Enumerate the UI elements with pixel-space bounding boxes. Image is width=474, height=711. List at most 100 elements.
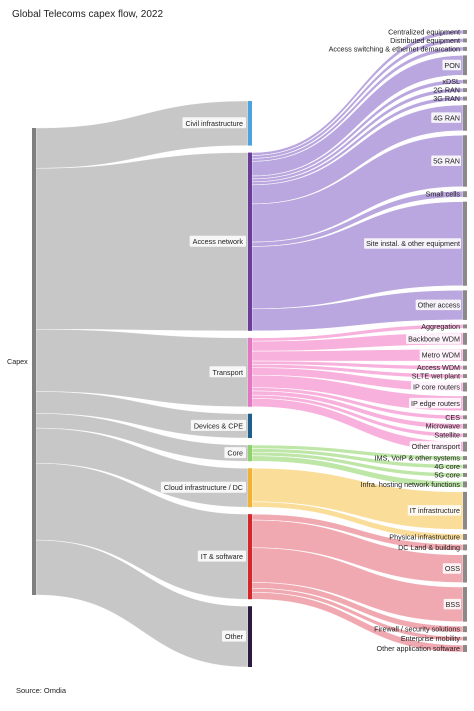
label-aggregation: Aggregation <box>421 322 460 331</box>
node-access-switching-ethernet-demarcation <box>463 46 467 51</box>
label-bg-devices-cpe <box>190 419 246 431</box>
node-dc-land-building <box>463 544 467 551</box>
label-bg-pon <box>442 59 461 71</box>
node-4g-core <box>463 464 467 469</box>
node-it-software <box>248 514 252 600</box>
link-transport-aggregation <box>251 324 464 342</box>
node-access-network <box>248 152 252 331</box>
label-bg-other <box>222 630 246 642</box>
label-oss: OSS <box>445 564 460 573</box>
node-oss <box>463 554 467 583</box>
label-bg-5g-ran <box>431 155 461 166</box>
label-capex: Capex <box>7 357 28 366</box>
label-bg-site-instal-other-equipment <box>364 238 461 249</box>
label-bg-4g-ran <box>431 112 461 123</box>
link-core-ims-voip-other-systems <box>251 444 464 461</box>
label-civil-infrastructure: Civil infrastructure <box>185 119 243 128</box>
label-bg-ip-core-routers <box>410 381 461 393</box>
label-bg-civil-infrastructure <box>182 117 246 129</box>
label-bg-bss <box>443 598 461 610</box>
node-5g-ran <box>463 135 467 187</box>
node-core <box>248 445 252 462</box>
label-bg-oss <box>442 563 461 574</box>
label-cloud-infrastructure-dc: Cloud infrastructure / DC <box>164 483 243 492</box>
link-capex-transport <box>35 329 249 407</box>
link-transport-satellite <box>251 394 464 438</box>
label-small-cells: Small cells <box>426 190 461 199</box>
label-transport: Transport <box>213 368 244 377</box>
label-2g-ran: 2G RAN <box>433 86 460 95</box>
label-other: Other <box>225 632 244 641</box>
label-core: Core <box>227 449 243 458</box>
link-core-5g-core <box>251 451 464 478</box>
label-slte-wet-plant: SLTE wet plant <box>412 372 460 381</box>
label-xdsl: xDSL <box>442 77 460 86</box>
label-access-network: Access network <box>193 237 244 246</box>
node-centralized-equipment <box>463 30 467 34</box>
link-it-software-oss <box>251 519 464 583</box>
node-distributed-equipment <box>463 38 467 43</box>
link-it-software-dc-land-building <box>251 513 464 551</box>
node-aggregation <box>463 324 467 329</box>
label-metro-wdm: Metro WDM <box>422 351 460 360</box>
node-pon <box>463 55 467 76</box>
node-xdsl <box>463 79 467 84</box>
link-transport-microwave <box>251 390 464 429</box>
node-capex <box>32 128 36 595</box>
node-other-application-software <box>463 645 467 652</box>
label-enterprise-mobility: Enterprise mobility <box>401 634 461 643</box>
link-it-software-enterprise-mobility <box>251 588 464 641</box>
node-physical-infrastructure <box>463 533 467 540</box>
label-distributed-equipment: Distributed equipment <box>390 36 460 45</box>
label-other-access: Other access <box>418 301 461 310</box>
label-bg-other-access <box>415 299 461 311</box>
label-access-wdm: Access WDM <box>417 363 460 372</box>
node-4g-ran <box>463 105 467 131</box>
node-transport <box>248 337 252 407</box>
label-4g-ran: 4G RAN <box>433 113 460 122</box>
link-access-network-xdsl <box>251 79 464 180</box>
link-access-network-3g-ran <box>251 96 464 186</box>
label-other-transport: Other transport <box>412 442 460 451</box>
link-access-network-small-cells <box>251 190 464 247</box>
label-site-instal-other-equipment: Site instal. & other equipment <box>366 239 460 248</box>
labels-layer: Capex Civil infrastructure Access network T… <box>7 27 461 653</box>
label-bg-ip-edge-routers <box>408 397 461 409</box>
label-bg-backbone-wdm <box>406 333 461 344</box>
node-microwave <box>463 423 467 429</box>
node-small-cells <box>463 191 467 198</box>
nodes-layer <box>32 30 467 667</box>
node-it-infrastructure <box>463 491 467 530</box>
label-backbone-wdm: Backbone WDM <box>408 334 460 343</box>
label-ip-edge-routers: IP edge routers <box>411 399 460 408</box>
label-devices-cpe: Devices & CPE <box>194 421 243 430</box>
node-other-access <box>463 290 467 320</box>
link-transport-slte-wet-plant <box>251 364 464 379</box>
node-ip-core-routers <box>463 382 467 392</box>
label-ims-voip-other-systems: IMS, VoIP & other systems <box>375 454 461 463</box>
node-ces <box>463 415 467 420</box>
node-ip-edge-routers <box>463 395 467 411</box>
node-infra-hosting-network-functions <box>463 481 467 488</box>
label-bg-core <box>224 447 246 459</box>
node-slte-wet-plant <box>463 374 467 379</box>
node-bss <box>463 587 467 622</box>
label-physical-infrastructure: Physical infrastructure <box>389 532 460 541</box>
label-microwave: Microwave <box>426 422 460 431</box>
node-enterprise-mobility <box>463 636 467 641</box>
label-other-application-software: Other application software <box>377 644 461 653</box>
node-access-wdm <box>463 365 467 370</box>
label-bg-transport <box>209 366 246 378</box>
label-3g-ran: 3G RAN <box>433 94 460 103</box>
label-bg-it-infrastructure <box>407 505 461 516</box>
label-5g-core: 5G core <box>434 470 460 479</box>
label-4g-core: 4G core <box>434 462 460 471</box>
label-it-software: IT & software <box>201 552 243 561</box>
label-it-infrastructure: IT infrastructure <box>410 506 460 515</box>
label-bss: BSS <box>446 600 461 609</box>
node-2g-ran <box>463 88 467 93</box>
node-satellite <box>463 433 467 438</box>
label-ip-core-routers: IP core routers <box>413 383 460 392</box>
source-note: Source: Omdia <box>16 686 67 695</box>
label-bg-access-network <box>189 235 246 247</box>
